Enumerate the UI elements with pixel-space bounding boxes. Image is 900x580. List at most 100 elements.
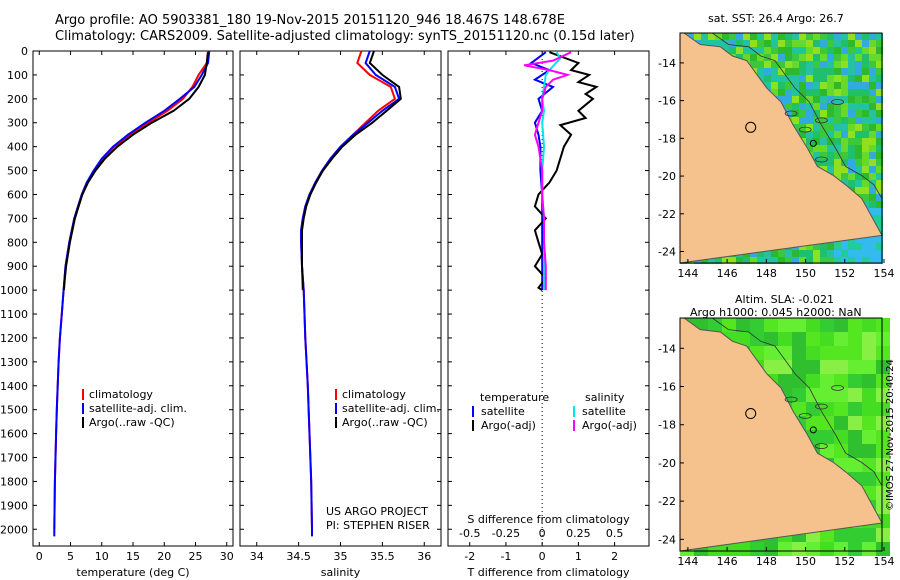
map-cell bbox=[813, 89, 820, 96]
map-cell bbox=[855, 159, 862, 166]
map-cell bbox=[834, 346, 848, 360]
series-line-satellite-adj-clim- bbox=[300, 50, 401, 537]
map-cell bbox=[785, 40, 792, 47]
map-cell bbox=[729, 40, 736, 47]
map-x-tick-label: 150 bbox=[795, 267, 816, 280]
map-cell bbox=[876, 374, 890, 388]
map-cell bbox=[799, 61, 806, 68]
map-cell bbox=[813, 250, 820, 257]
series-line-satellite-adj-clim- bbox=[53, 50, 211, 537]
map-cell bbox=[743, 40, 750, 47]
x-tick-label: 0 bbox=[36, 550, 43, 563]
map-cell bbox=[827, 103, 834, 110]
map-cell bbox=[841, 75, 848, 82]
map-cell bbox=[820, 152, 827, 159]
map-cell bbox=[757, 40, 764, 47]
map-cell bbox=[806, 75, 813, 82]
map-cell bbox=[841, 159, 848, 166]
map-cell bbox=[820, 402, 834, 416]
map-cell bbox=[876, 131, 883, 138]
map-cell bbox=[806, 103, 813, 110]
map-cell bbox=[806, 82, 813, 89]
map-cell bbox=[869, 82, 876, 89]
map-cell bbox=[792, 402, 806, 416]
map-cell bbox=[869, 61, 876, 68]
x2-tick-label: 0 bbox=[539, 527, 546, 540]
map-cell bbox=[820, 360, 834, 374]
x2-axis-label: S difference from climatology bbox=[467, 513, 630, 526]
map-cell bbox=[848, 346, 862, 360]
map-cell bbox=[792, 103, 799, 110]
map-cell bbox=[862, 388, 876, 402]
map-cell bbox=[848, 47, 855, 54]
map-y-tick-label: -18 bbox=[658, 419, 676, 432]
map-cell bbox=[799, 257, 806, 264]
map-cell bbox=[806, 40, 813, 47]
map-cell bbox=[876, 166, 883, 173]
map-cell bbox=[841, 54, 848, 61]
map-cell bbox=[778, 257, 785, 264]
map-cell bbox=[771, 75, 778, 82]
map-x-tick-label: 154 bbox=[874, 555, 895, 568]
x-tick-label: 20 bbox=[157, 550, 171, 563]
map-cell bbox=[813, 152, 820, 159]
map-cell bbox=[806, 131, 813, 138]
map-cell bbox=[799, 68, 806, 75]
map-cell bbox=[834, 131, 841, 138]
map-x-tick-label: 144 bbox=[677, 267, 698, 280]
reef-outline bbox=[798, 412, 812, 419]
map-cell bbox=[813, 47, 820, 54]
map-cell bbox=[764, 68, 771, 75]
map-cell bbox=[862, 472, 876, 486]
map-cell bbox=[806, 110, 813, 117]
y-tick-label: 1200 bbox=[0, 332, 28, 345]
map-cell bbox=[862, 131, 869, 138]
map-cell bbox=[876, 61, 883, 68]
map-cell bbox=[855, 250, 862, 257]
map-cell bbox=[778, 318, 792, 332]
map-cell bbox=[834, 444, 848, 458]
map-cell bbox=[869, 89, 876, 96]
map-cell bbox=[876, 159, 883, 166]
reef-outline bbox=[815, 403, 828, 410]
map-cell bbox=[862, 250, 869, 257]
map-cell bbox=[701, 33, 708, 40]
series-line-climatology bbox=[300, 50, 397, 530]
map-cell bbox=[862, 346, 876, 360]
map-cell bbox=[820, 138, 827, 145]
map-cell bbox=[869, 124, 876, 131]
map-cell bbox=[813, 257, 820, 264]
map-cell bbox=[862, 243, 869, 250]
map-cell bbox=[736, 332, 750, 346]
map-cell bbox=[848, 82, 855, 89]
reef-outline bbox=[784, 396, 798, 403]
map-cell bbox=[827, 124, 834, 131]
map-cell bbox=[813, 145, 820, 152]
map-cell bbox=[855, 152, 862, 159]
map-cell bbox=[876, 187, 883, 194]
map-cell bbox=[855, 103, 862, 110]
map-cell bbox=[827, 47, 834, 54]
map-x-tick-label: 146 bbox=[717, 267, 738, 280]
map-cell bbox=[708, 33, 715, 40]
map-cell bbox=[806, 117, 813, 124]
map-cell bbox=[764, 54, 771, 61]
map-cell bbox=[813, 124, 820, 131]
map-y-tick-label: -20 bbox=[658, 457, 676, 470]
map-cell bbox=[785, 54, 792, 61]
map-cell bbox=[792, 388, 806, 402]
y-tick-label: 200 bbox=[7, 93, 28, 106]
map-cell bbox=[876, 250, 883, 257]
map-cell bbox=[869, 96, 876, 103]
map-cell bbox=[834, 388, 848, 402]
map-cell bbox=[715, 40, 722, 47]
map-cell bbox=[757, 47, 764, 54]
map-cell bbox=[841, 61, 848, 68]
map-cell bbox=[820, 54, 827, 61]
map-cell bbox=[778, 96, 785, 103]
argo-float-marker bbox=[745, 121, 757, 133]
map-cell bbox=[876, 33, 883, 40]
map-cell bbox=[778, 40, 785, 47]
map-cell bbox=[708, 40, 715, 47]
map-cell bbox=[841, 166, 848, 173]
